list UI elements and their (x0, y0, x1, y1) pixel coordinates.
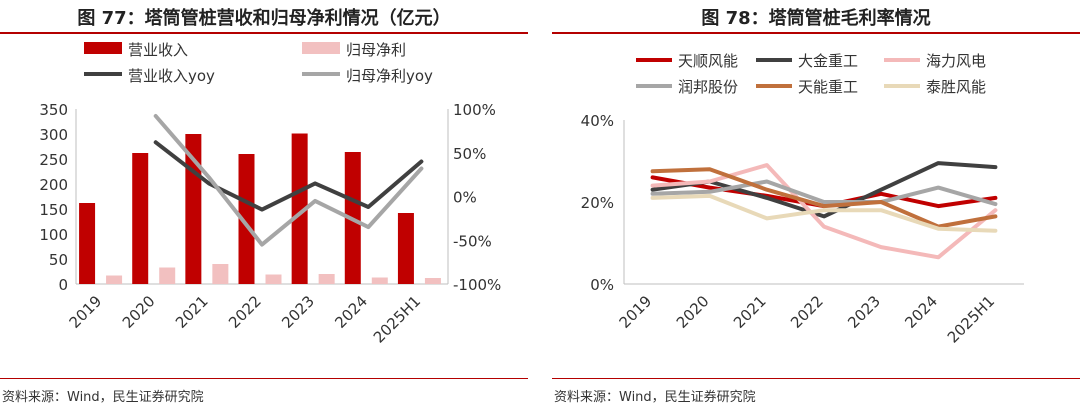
legend-label: 归母净利 (346, 41, 406, 59)
y-tick-label: 100 (39, 226, 68, 244)
panel-gross-margin: 图 78：塔筒管桩毛利率情况 0% 20% 40% 2019 2020 2021 2022 2… (552, 0, 1080, 412)
bar-revenue-2025H1 (397, 213, 414, 284)
bar-revenue-2021 (185, 134, 202, 284)
bar-net-profit-2020 (159, 267, 176, 284)
bar-net-profit-2021 (212, 264, 229, 284)
title-rule (0, 32, 528, 34)
y-tick-label: 250 (39, 151, 68, 169)
gross-margin-chart: 0% 20% 40% 2019 2020 2021 2022 2023 2024 2025H1 天顺… (581, 52, 1024, 347)
legend-label: 天能重工 (798, 78, 858, 96)
x-tick-label: 2022 (787, 292, 827, 332)
bar-net-profit-2024 (371, 277, 388, 284)
x-tick-label: 2024 (331, 292, 371, 332)
line-revenue-yoy (153, 140, 424, 212)
y-tick-label: 50 (49, 251, 68, 269)
bar-net-profit-2023 (318, 274, 335, 284)
y2-tick-label: 0% (453, 189, 477, 207)
legend-label: 润邦股份 (678, 78, 738, 96)
legend-label: 天顺风能 (678, 52, 738, 70)
x-tick-label: 2021 (730, 292, 770, 332)
bar-revenue-2019 (79, 203, 96, 284)
line-net-profit-yoy (153, 114, 424, 247)
legend-label: 营业收入 (128, 41, 188, 59)
y2-tick-label: 100% (453, 101, 496, 119)
bar-net-profit-2025H1 (424, 278, 441, 284)
y-tick-label: 0 (58, 276, 68, 294)
bar-revenue-2023 (291, 133, 308, 284)
line-series-5 (650, 193, 998, 233)
x-tick-label: 2025H1 (370, 292, 424, 346)
chart-title: 图 77：塔筒管桩营收和归母净利情况（亿元） (77, 8, 451, 29)
x-tick-label: 2025H1 (944, 292, 998, 346)
legend-swatch-1 (302, 42, 340, 54)
y-tick-label: 150 (39, 201, 68, 219)
x-tick-label: 2023 (278, 292, 318, 332)
legend-label: 营业收入yoy (128, 67, 215, 85)
y2-tick-label: 50% (453, 145, 486, 163)
revenue-profit-chart: 0 50 100 150 200 250 300 350 -100% -50% 0% 50% 100% 2… (39, 41, 501, 347)
y-tick-label: 200 (39, 176, 68, 194)
source-note: 资料来源：Wind，民生证券研究院 (554, 390, 756, 405)
y-tick-label: 40% (581, 112, 614, 130)
y2-tick-label: -50% (453, 232, 492, 250)
x-tick-label: 2020 (673, 292, 713, 332)
legend-label: 泰胜风能 (926, 78, 986, 96)
panel-revenue-profit: 图 77：塔筒管桩营收和归母净利情况（亿元） 0 50 100 150 200 250 30… (0, 0, 528, 412)
bar-revenue-2020 (132, 153, 149, 284)
legend-label: 大金重工 (798, 52, 858, 70)
legend-label: 海力风电 (926, 52, 986, 70)
line-series-2 (650, 163, 998, 260)
title-rule (552, 32, 1080, 34)
y2-tick-label: -100% (453, 276, 501, 294)
chart-title: 图 78：塔筒管桩毛利率情况 (701, 8, 931, 29)
x-tick-label: 2020 (119, 292, 159, 332)
x-tick-label: 2024 (901, 292, 941, 332)
bar-net-profit-2019 (106, 275, 123, 284)
x-tick-label: 2021 (172, 292, 212, 332)
legend-swatch-0 (84, 42, 122, 54)
x-tick-label: 2023 (844, 292, 884, 332)
y-tick-label: 20% (581, 194, 614, 212)
x-tick-label: 2019 (616, 292, 656, 332)
bar-net-profit-2022 (265, 274, 282, 284)
bar-revenue-2022 (238, 154, 255, 284)
source-rule (0, 378, 528, 379)
y-tick-label: 0% (590, 276, 614, 294)
x-tick-label: 2019 (66, 292, 106, 332)
line-series-3 (650, 179, 998, 207)
y-tick-label: 300 (39, 126, 68, 144)
x-tick-label: 2022 (225, 292, 265, 332)
legend-label: 归母净利yoy (346, 67, 433, 85)
y-tick-label: 350 (39, 101, 68, 119)
source-note: 资料来源：Wind，民生证券研究院 (2, 390, 204, 405)
source-rule (552, 378, 1080, 379)
